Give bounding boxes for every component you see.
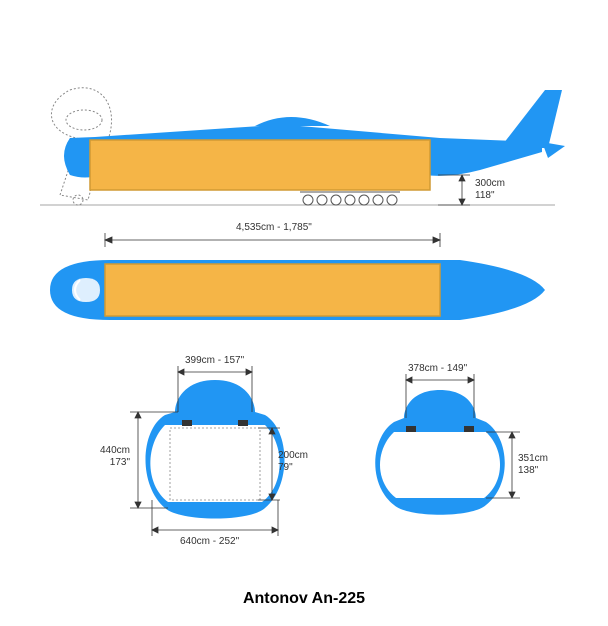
cl-bottom-label: 640cm - 252" — [180, 536, 239, 548]
door-height-dim — [438, 175, 470, 205]
diagram-canvas: 300cm 118" 4,535cm - 1,785" — [0, 0, 608, 626]
main-gear — [300, 192, 400, 205]
length-label: 4,535cm - 1,785" — [232, 222, 316, 234]
cl-top-label: 399cm - 157" — [185, 355, 244, 367]
length-in: 1,785" — [283, 222, 312, 233]
top-cargo-box — [105, 264, 440, 316]
door-height-cm: 300cm — [475, 178, 505, 189]
top-view-svg — [0, 252, 608, 332]
cl-right-label: 200cm 79" — [278, 450, 308, 474]
cr-top-label: 378cm - 149" — [408, 363, 467, 375]
cross-left — [145, 380, 284, 519]
cl-left-label: 440cm 173" — [100, 445, 130, 469]
side-cargo-box — [90, 140, 430, 190]
diagram-title: Antonov An-225 — [0, 590, 608, 608]
side-view-svg — [0, 0, 608, 215]
door-height-in: 118" — [475, 190, 495, 201]
length-cm: 4,535cm — [236, 222, 274, 233]
door-height-label: 300cm 118" — [475, 178, 505, 202]
cross-right — [375, 390, 505, 515]
cr-height-label: 351cm 138" — [518, 453, 548, 477]
